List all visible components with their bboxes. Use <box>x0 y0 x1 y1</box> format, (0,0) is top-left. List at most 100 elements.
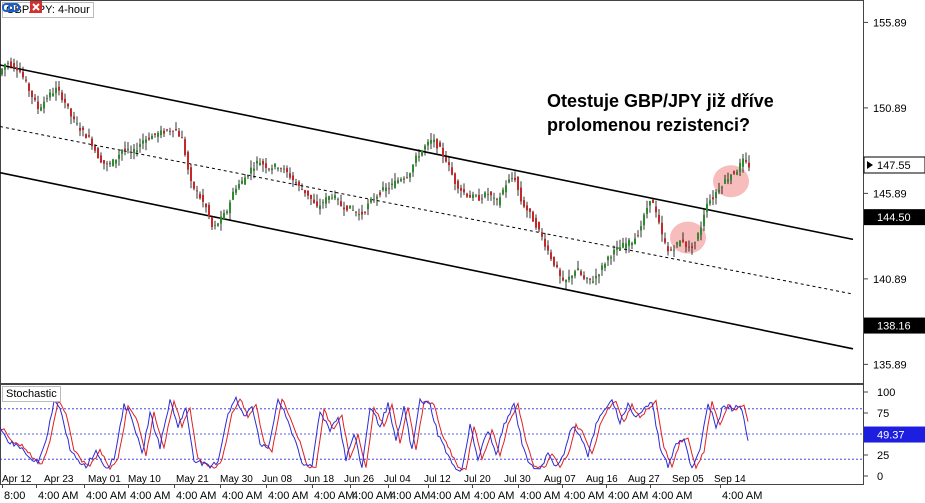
candle-body <box>301 189 303 190</box>
price-tag-label: 138.16 <box>877 321 911 333</box>
candle-body <box>61 92 63 100</box>
candle-body <box>661 222 663 235</box>
candle-body <box>133 148 135 153</box>
time-label: 4:00 AM <box>474 490 514 502</box>
candle-body <box>526 205 528 211</box>
date-label: May 01 <box>88 474 121 485</box>
candle-body <box>433 139 435 143</box>
candle-body <box>583 275 585 279</box>
candle-body <box>70 108 72 117</box>
time-label: 4:00 AM <box>268 490 308 502</box>
candle-body <box>436 139 438 149</box>
candle-body <box>289 173 291 178</box>
candle-body <box>415 155 417 163</box>
candle-body <box>409 173 411 178</box>
candle-body <box>736 171 738 175</box>
candle-body <box>346 205 348 211</box>
date-label: Jun 18 <box>304 474 334 485</box>
time-label: 4:00 AM <box>722 490 762 502</box>
candle-body <box>565 279 567 283</box>
candle-body <box>715 192 717 199</box>
price-tick-label: 140.89 <box>873 274 907 286</box>
candle-body <box>343 207 345 210</box>
candle-body <box>37 101 39 109</box>
candle-body <box>265 163 267 168</box>
candle-body <box>100 155 102 163</box>
stochastic-k-line <box>0 395 749 472</box>
candle-body <box>388 188 390 190</box>
candle-body <box>58 86 60 91</box>
candle-body <box>28 83 30 91</box>
candle-body <box>163 130 165 134</box>
candle-body <box>253 168 255 171</box>
candle-body <box>400 179 402 181</box>
candle-body <box>286 168 288 173</box>
candle-body <box>709 200 711 204</box>
candle-body <box>394 180 396 188</box>
price-panel-frame <box>0 0 864 384</box>
candle-body <box>592 281 594 283</box>
date-label: Apr 12 <box>2 474 32 485</box>
date-label: Aug 07 <box>544 474 576 485</box>
candle-body <box>136 150 138 153</box>
candle-body <box>742 158 744 167</box>
chart-title: GBP/JPY: 4-hour <box>2 2 94 18</box>
close-icon[interactable] <box>30 1 42 13</box>
candle-body <box>676 242 678 245</box>
candle-body <box>88 135 90 137</box>
candle-body <box>145 139 147 143</box>
candle-body <box>373 199 375 201</box>
candle-body <box>181 137 183 139</box>
footer-icons <box>2 1 42 13</box>
candle-body <box>235 188 237 193</box>
candle-body <box>586 277 588 279</box>
candle-body <box>574 271 576 276</box>
candle-body <box>397 180 399 183</box>
candle-body <box>1 68 3 75</box>
candle-body <box>694 241 696 243</box>
candle-body <box>22 71 24 78</box>
candle-body <box>244 177 246 185</box>
date-label: May 21 <box>176 474 209 485</box>
candle-body <box>172 130 174 132</box>
candle-body <box>502 189 504 195</box>
candle-body <box>85 134 87 139</box>
date-label: Apr 23 <box>44 474 74 485</box>
candles <box>1 57 750 289</box>
candle-body <box>652 199 654 203</box>
price-tag <box>864 209 925 226</box>
candle-body <box>271 168 273 171</box>
candle-body <box>535 217 537 228</box>
candle-body <box>520 187 522 202</box>
candle-body <box>121 149 123 154</box>
candle-body <box>277 168 279 169</box>
candle-body <box>175 129 177 131</box>
candle-body <box>658 214 660 223</box>
candle-body <box>421 150 423 156</box>
date-label: Sep 14 <box>714 474 746 485</box>
candle-body <box>25 79 27 81</box>
price-tag-label: 147.55 <box>877 160 911 172</box>
candle-body <box>193 181 195 189</box>
candle-body <box>718 189 720 193</box>
candle-body <box>589 278 591 280</box>
candle-body <box>616 246 618 250</box>
candle-body <box>556 264 558 267</box>
candle-body <box>655 206 657 213</box>
time-label: 4:00 AM <box>86 490 126 502</box>
candle-body <box>325 197 327 204</box>
candle-body <box>427 141 429 146</box>
candle-body <box>247 175 249 177</box>
candle-body <box>379 192 381 195</box>
link-icon[interactable] <box>2 3 20 12</box>
candle-body <box>358 214 360 216</box>
candle-body <box>10 61 12 67</box>
candle-body <box>442 147 444 157</box>
time-label: 8:00 <box>4 490 25 502</box>
time-label: 4:00 AM <box>352 490 392 502</box>
date-label: Aug 27 <box>628 474 660 485</box>
candle-body <box>280 168 282 170</box>
candle-body <box>259 162 261 166</box>
candle-body <box>352 209 354 211</box>
candle-body <box>628 239 630 246</box>
